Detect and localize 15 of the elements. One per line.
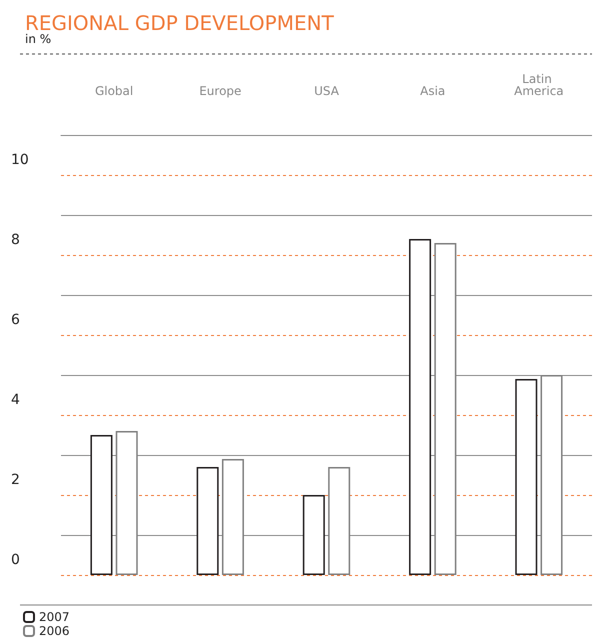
y-tick-label: 8 xyxy=(11,232,20,248)
x-tick-label: Asia xyxy=(420,84,446,98)
legend-label: 2007 xyxy=(39,610,70,624)
x-tick-label: Europe xyxy=(199,84,242,98)
legend-label: 2006 xyxy=(39,624,70,638)
chart-subtitle: in % xyxy=(25,32,52,46)
x-tick-label: USA xyxy=(314,84,340,98)
y-tick-label: 0 xyxy=(11,552,20,568)
y-tick-label: 2 xyxy=(11,472,20,488)
x-tick-label: Latin America xyxy=(514,72,564,98)
y-tick-label: 4 xyxy=(11,392,20,408)
y-tick-label: 6 xyxy=(11,312,20,328)
x-tick-label: Global xyxy=(94,84,134,98)
chart-title: REGIONAL GDP DEVELOPMENT xyxy=(25,11,335,35)
y-tick-label: 10 xyxy=(11,152,29,168)
